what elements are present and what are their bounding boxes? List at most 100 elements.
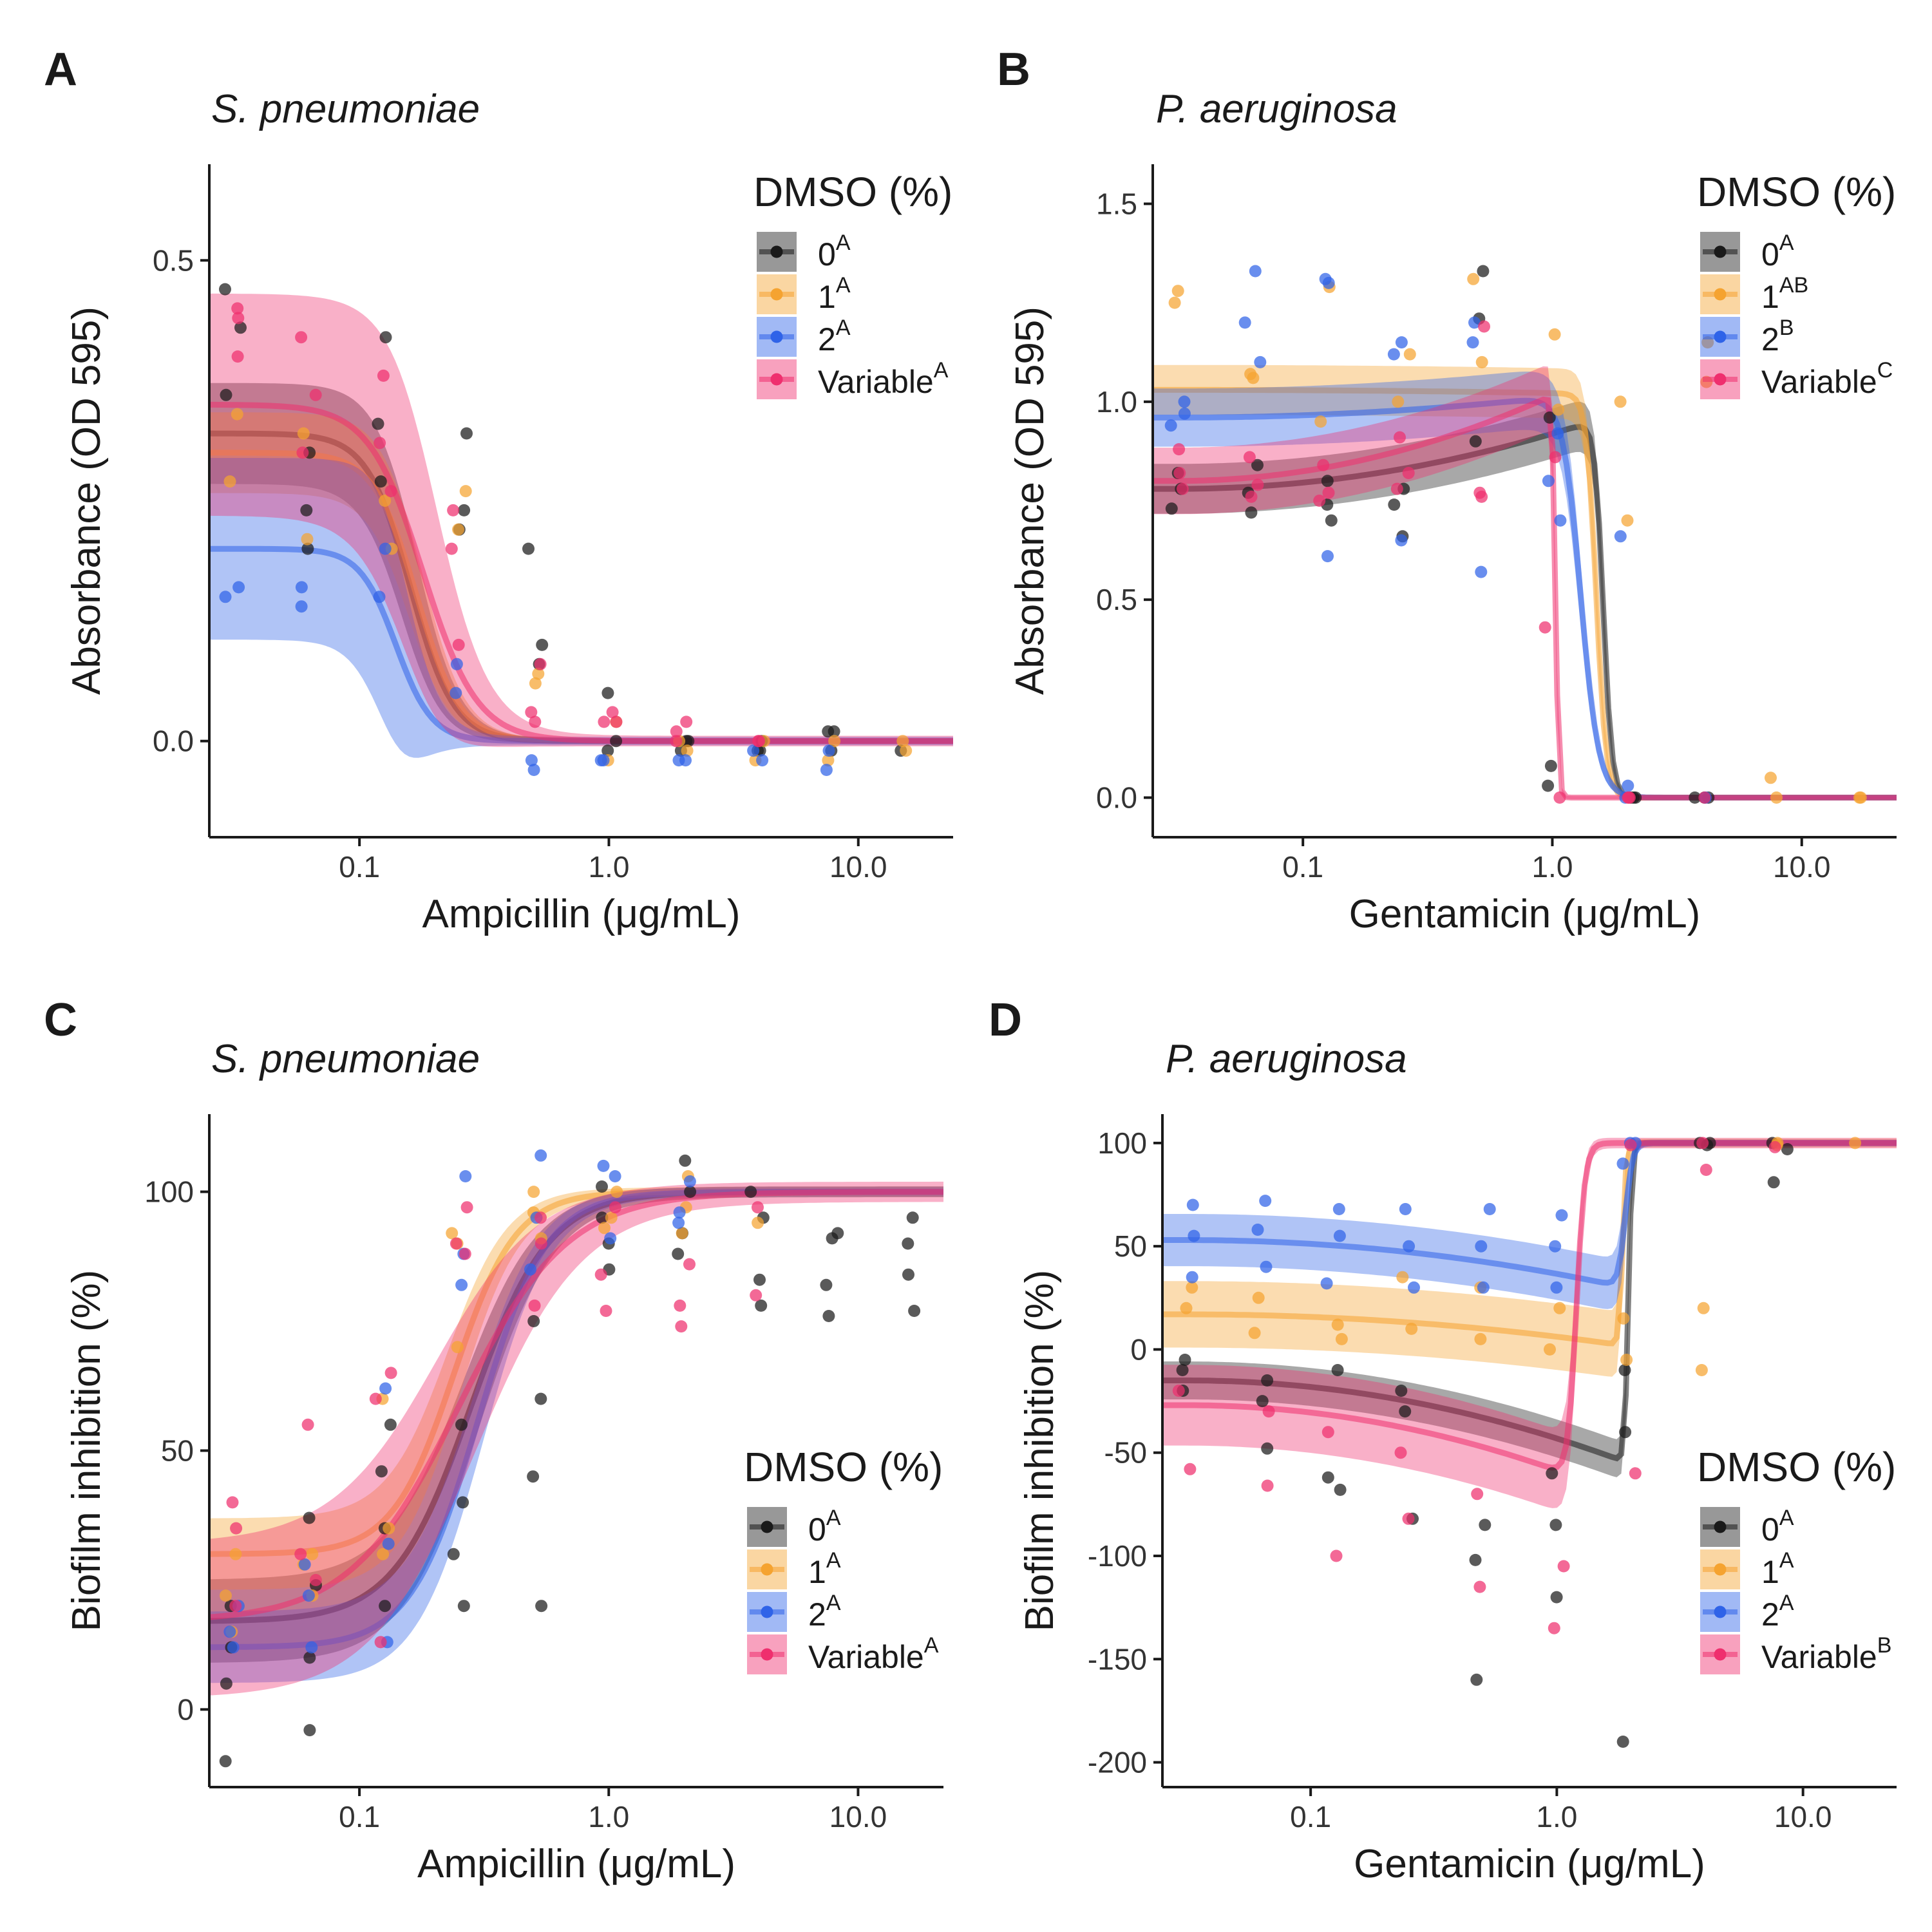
ci-band-2 — [1162, 1139, 1897, 1309]
data-point-0 — [301, 542, 314, 555]
y-axis-title: Absorbance (OD 595) — [1008, 307, 1052, 695]
data-point-variable — [1402, 467, 1415, 479]
data-point-0 — [820, 1278, 833, 1291]
data-point-variable — [459, 1247, 471, 1260]
data-point-0 — [1767, 1176, 1780, 1189]
legend-label-variable: VariableA — [818, 358, 949, 400]
data-point-0 — [1543, 411, 1556, 424]
legend-label-superscript: A — [836, 231, 851, 255]
data-point-variable — [606, 706, 619, 719]
data-point-0 — [755, 1299, 768, 1312]
data-point-variable — [598, 715, 611, 728]
data-point-1 — [1697, 1302, 1710, 1314]
data-point-variable — [1251, 478, 1264, 491]
data-point-1 — [1168, 296, 1181, 309]
x-axis-title: Gentamicin (μg/mL) — [1354, 1842, 1705, 1886]
data-point-variable — [1478, 320, 1490, 333]
data-point-1 — [1552, 403, 1565, 416]
legend-label-1: 1AB — [1761, 273, 1808, 315]
legend-label-superscript: A — [1779, 1548, 1794, 1573]
legend-label-superscript: A — [934, 358, 949, 383]
data-point-variable — [1471, 1488, 1484, 1501]
legend-label-2: 2B — [1761, 316, 1794, 357]
data-point-variable — [1548, 1622, 1560, 1634]
data-point-1 — [1247, 372, 1260, 384]
data-point-0 — [303, 1511, 316, 1524]
legend-label-0: 0A — [818, 231, 851, 272]
data-point-2 — [298, 1558, 311, 1571]
data-point-2 — [1238, 316, 1251, 329]
data-point-1 — [459, 485, 472, 498]
data-point-1 — [529, 677, 542, 690]
data-point-1 — [1548, 328, 1561, 341]
data-point-0 — [744, 1186, 757, 1198]
data-point-0 — [535, 1392, 547, 1405]
y-tick-label: 50 — [1114, 1229, 1147, 1263]
x-tick-label: 10.0 — [1774, 1800, 1832, 1833]
data-point-1 — [297, 427, 310, 440]
x-axis-title: Ampicillin (μg/mL) — [422, 892, 741, 936]
data-point-2 — [1186, 1271, 1198, 1283]
data-point-0 — [457, 1600, 470, 1613]
data-point-variable — [1261, 1479, 1274, 1492]
data-point-2 — [1483, 1203, 1496, 1215]
data-point-2 — [1550, 1281, 1563, 1294]
data-point-variable — [374, 437, 386, 450]
data-point-variable — [594, 1268, 607, 1281]
data-point-1 — [1396, 1271, 1409, 1283]
data-point-variable — [1173, 443, 1186, 456]
legend-label-name: 0 — [808, 1511, 826, 1548]
data-point-0 — [1549, 1519, 1562, 1531]
legend-label-superscript: A — [1779, 231, 1794, 255]
y-tick-label: 100 — [144, 1175, 194, 1209]
data-point-variable — [1245, 490, 1258, 503]
data-point-1 — [598, 1222, 611, 1235]
data-point-2 — [1164, 419, 1177, 432]
data-point-1 — [1186, 1281, 1198, 1294]
data-point-1 — [1392, 395, 1405, 408]
legend-label-superscript: A — [1779, 1591, 1794, 1615]
x-tick-label: 1.0 — [588, 850, 629, 884]
data-point-1 — [1620, 1354, 1633, 1366]
panel-letter: B — [997, 44, 1030, 95]
data-point-1 — [1335, 1332, 1348, 1345]
data-point-variable — [384, 1367, 397, 1379]
data-point-variable — [535, 1211, 547, 1224]
data-point-2 — [379, 542, 392, 555]
x-axis-title-part: g/mL) — [638, 892, 740, 936]
data-point-variable — [752, 1201, 764, 1214]
panel-title: S. pneumoniae — [211, 1037, 480, 1081]
data-point-2 — [535, 1149, 547, 1162]
legend-label-superscript: A — [826, 1506, 841, 1530]
ci-band-variable — [209, 293, 953, 747]
ci-band-1 — [209, 1187, 943, 1590]
data-point-0 — [1542, 779, 1555, 792]
data-point-0 — [374, 475, 387, 488]
x-axis-title-part: μ — [615, 892, 638, 936]
x-tick-label: 0.1 — [1290, 1800, 1331, 1833]
data-point-0 — [1325, 514, 1338, 527]
data-point-2 — [1395, 534, 1408, 547]
data-point-variable — [369, 1392, 382, 1405]
data-point-2 — [219, 591, 232, 603]
data-point-0 — [601, 744, 614, 757]
data-point-variable — [529, 715, 542, 728]
legend-label-superscript: A — [836, 316, 851, 340]
data-point-1 — [452, 523, 464, 536]
legend-label-name: 2 — [808, 1596, 826, 1633]
data-point-0 — [219, 1755, 232, 1768]
data-point-2 — [822, 744, 835, 757]
legend-key-point — [770, 288, 783, 301]
data-point-2 — [597, 1159, 610, 1172]
data-point-0 — [535, 1600, 548, 1613]
data-point-2 — [223, 1625, 236, 1638]
legend-label-variable: VariableB — [1761, 1633, 1891, 1675]
legend-title: DMSO (%) — [1697, 169, 1896, 215]
data-point-2 — [525, 754, 538, 767]
legend-label-superscript: B — [1877, 1633, 1892, 1658]
data-point-0 — [684, 1186, 697, 1198]
x-axis-title-part: Gentamicin ( — [1354, 1842, 1580, 1886]
x-axis-title-part: g/mL) — [1603, 1842, 1705, 1886]
data-point-variable — [1698, 791, 1711, 804]
